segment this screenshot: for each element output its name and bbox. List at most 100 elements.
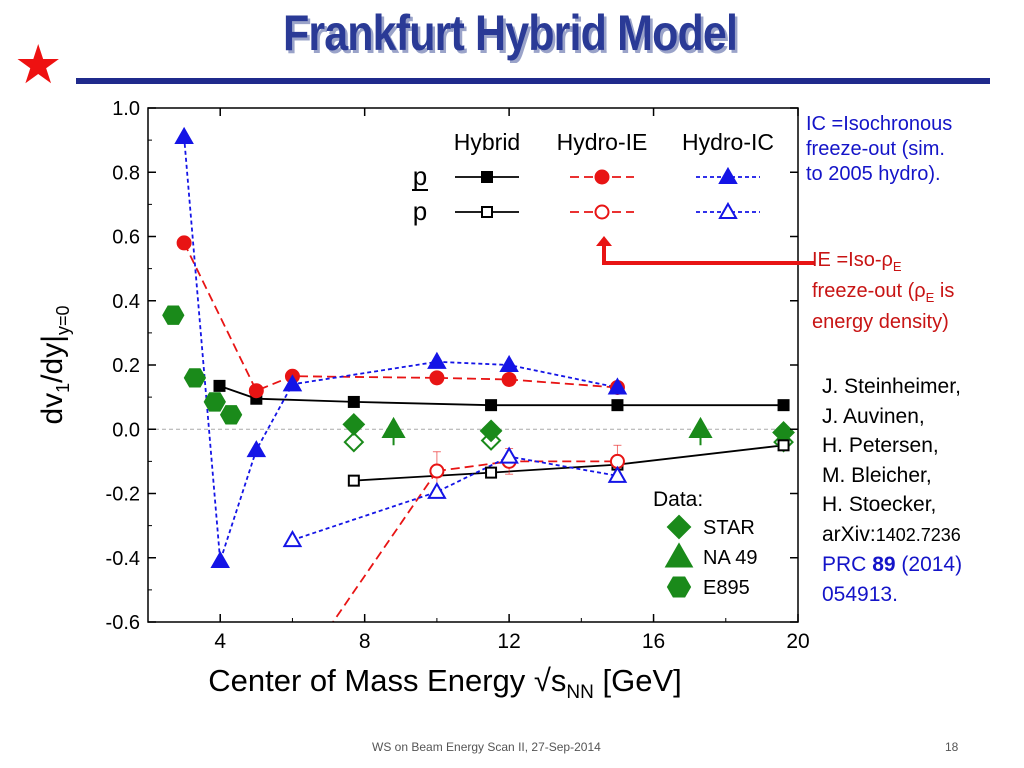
legend-row-label: p [413, 161, 427, 191]
data-point-star [342, 413, 366, 436]
series-point [176, 235, 192, 251]
series-point [607, 377, 628, 395]
series-point [607, 465, 628, 483]
ie-arrow-line [602, 244, 815, 265]
legend-marker [481, 171, 493, 183]
rho-subscript: E [892, 259, 902, 274]
data-point-e895 [183, 368, 207, 388]
data-point-e895 [162, 305, 185, 325]
ie-note-line: freeze-out (ρE is [812, 279, 954, 310]
series-point [777, 399, 790, 412]
journal-volume: 89 [872, 553, 896, 576]
series-point [611, 399, 624, 412]
y-tick-label: -0.4 [106, 548, 140, 570]
series-point [501, 371, 517, 387]
ie-note-text: is [934, 280, 955, 302]
series-point [427, 351, 447, 369]
data-point-na49 [381, 416, 406, 439]
arxiv-ref: arXiv:1402.7236 [822, 520, 962, 551]
journal-name: PRC [822, 553, 867, 576]
series-point [777, 439, 790, 452]
legend-row-label: p [413, 196, 427, 226]
author-name: H. Petersen, [822, 434, 939, 457]
y-tick-label: 0.4 [112, 291, 140, 313]
series-line [219, 385, 784, 407]
legend-header: Hydro-IC [682, 129, 774, 155]
series-line [292, 455, 618, 541]
ie-note-line: IE =Iso-ρE [812, 248, 954, 279]
series-point [282, 374, 303, 392]
legend-marker [718, 166, 738, 185]
y-tick-label: 0.2 [112, 355, 140, 377]
ie-note-line: energy density) [812, 311, 949, 333]
x-tick-label: 8 [359, 630, 371, 653]
data-legend-label: E895 [703, 577, 750, 599]
series-point [429, 370, 445, 386]
journal-ref: PRC 89 (2014) [822, 550, 962, 580]
data-legend-title: Data: [653, 488, 703, 511]
data-point-star [479, 419, 503, 443]
legend-header: Hybrid [454, 129, 520, 155]
plot-frame [147, 107, 799, 623]
series-point [248, 383, 264, 399]
y-axis-label: dv1/dy|y=0 [36, 305, 73, 424]
series-point [210, 550, 230, 568]
legend-marker-e895 [666, 576, 692, 598]
data-point-e895 [203, 392, 226, 412]
author-name: J. Auvinen, [822, 404, 925, 428]
data-point-star [343, 431, 365, 453]
series-point [429, 463, 445, 479]
ic-note-line: IC =Isochronous [806, 113, 953, 135]
ic-note: IC =Isochronous freeze-out (sim. to 2005… [806, 112, 952, 187]
y-tick-label: -0.2 [106, 484, 140, 506]
ic-note-line: to 2005 hydro). [806, 163, 941, 185]
data-point-e895 [219, 405, 243, 425]
author-name: H. Stoecker, [822, 493, 937, 516]
x-axis-label: Center of Mass Energy √sNN [GeV] [208, 663, 681, 703]
ic-note-line: freeze-out (sim. [806, 138, 945, 160]
author-name: M. Bleicher, [822, 463, 932, 487]
y-tick-label: 0.0 [112, 419, 140, 441]
page-title: Frankfurt Hybrid Model [282, 5, 738, 61]
y-tick-label: -0.6 [106, 612, 140, 634]
legend-marker-star [666, 514, 692, 540]
series-point [485, 466, 498, 479]
series-line [183, 136, 618, 562]
series-point [347, 395, 360, 408]
legend-marker [594, 204, 610, 220]
series-point [499, 354, 519, 373]
title-underline [76, 78, 990, 84]
data-point-na49 [688, 416, 713, 439]
series-point [213, 379, 226, 392]
x-tick-label: 4 [214, 630, 226, 653]
series-line-extension [331, 470, 438, 622]
star-icon: ★ [14, 35, 63, 95]
x-tick-label: 16 [642, 630, 665, 653]
data-legend-label: STAR [703, 517, 755, 539]
x-tick-label: 20 [786, 630, 809, 653]
series-point [427, 481, 447, 499]
legend-marker [718, 201, 738, 220]
series-point [499, 446, 519, 464]
journal-year: (2014) [901, 553, 963, 576]
series-line [353, 444, 784, 482]
series-point [174, 126, 194, 144]
legend-header: Hydro-IE [557, 129, 648, 155]
rho-symbol: ρ [881, 249, 893, 271]
arrow-head-icon [596, 236, 612, 246]
y-tick-label: 0.8 [112, 162, 140, 184]
x-tick-label: 12 [497, 630, 520, 653]
footer-page-number: 18 [945, 740, 959, 754]
rho-subscript: E [925, 290, 935, 305]
author-name: J. Steinheimer, [822, 375, 961, 398]
series-point [246, 440, 267, 458]
ie-note: IE =Iso-ρE freeze-out (ρE is energy dens… [812, 248, 954, 335]
legend-marker [594, 169, 610, 185]
ie-note-text: freeze-out ( [812, 280, 915, 302]
y-tick-label: 0.6 [112, 227, 140, 249]
journal-page: 054913. [822, 582, 898, 606]
author-list: J. Steinheimer, J. Auvinen, H. Petersen,… [822, 372, 962, 609]
series-point [485, 399, 498, 412]
footer-conference: WS on Beam Energy Scan II, 27-Sep-2014 [372, 740, 601, 754]
